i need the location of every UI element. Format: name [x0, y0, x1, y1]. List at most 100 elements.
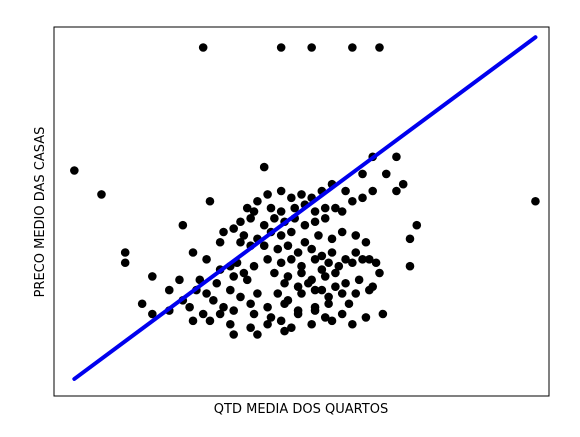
data-point [320, 272, 330, 281]
data-point [212, 278, 222, 288]
data-point [215, 309, 225, 319]
data-point [276, 316, 286, 326]
data-point [348, 319, 357, 329]
data-point [375, 43, 384, 52]
data-point [276, 258, 286, 268]
data-point [307, 319, 316, 329]
data-point [371, 258, 381, 268]
data-point [287, 323, 296, 332]
data-point [236, 292, 245, 302]
data-point [280, 326, 289, 336]
data-point [229, 330, 238, 339]
data-point [239, 268, 249, 278]
regression-line [72, 35, 538, 381]
data-point [229, 272, 238, 281]
data-point [280, 278, 289, 288]
data-point [219, 227, 228, 237]
data-point [405, 234, 415, 244]
data-point [365, 255, 374, 264]
data-point [242, 203, 252, 213]
data-point [273, 244, 283, 254]
data-point [246, 323, 255, 332]
data-point [270, 214, 279, 223]
data-point [164, 285, 174, 295]
data-point [381, 169, 391, 179]
data-point [226, 285, 235, 295]
data-point [253, 196, 262, 206]
data-point [405, 261, 415, 271]
data-point [239, 231, 249, 240]
data-point [300, 220, 310, 230]
data-point [324, 258, 333, 268]
data-point [276, 231, 286, 240]
data-point [287, 227, 296, 237]
data-point [348, 258, 357, 268]
plot-frame [53, 26, 550, 397]
data-point [249, 207, 259, 216]
data-point [202, 255, 211, 264]
data-point [266, 313, 276, 322]
data-point [263, 255, 272, 264]
data-point [178, 220, 188, 230]
data-point [236, 237, 245, 247]
data-point [137, 299, 147, 309]
data-point [531, 196, 540, 206]
data-point [293, 309, 303, 319]
data-point [331, 282, 340, 291]
data-point [246, 214, 255, 223]
data-point [320, 203, 330, 213]
data-point [205, 316, 215, 326]
data-point [283, 241, 293, 250]
data-point [331, 268, 340, 278]
data-point [70, 166, 79, 175]
data-point [324, 299, 333, 309]
data-point [303, 278, 313, 288]
data-point [249, 309, 259, 319]
data-point [361, 237, 371, 247]
data-point [324, 292, 333, 302]
data-points [70, 43, 540, 339]
data-point [280, 299, 289, 309]
x-axis-label: QTD MEDIA DOS QUARTOS [214, 402, 388, 417]
data-point [205, 196, 215, 206]
data-point [341, 255, 350, 264]
data-point [148, 272, 157, 281]
data-point [337, 309, 347, 319]
data-point [310, 255, 320, 264]
data-point [375, 268, 384, 278]
data-point [378, 309, 388, 319]
data-point [307, 244, 316, 254]
data-point [242, 275, 252, 285]
data-point [337, 227, 347, 237]
data-point [185, 302, 194, 312]
data-point [297, 268, 306, 278]
data-point [358, 255, 367, 264]
data-point [198, 43, 208, 52]
data-point [287, 193, 296, 203]
data-point [348, 43, 357, 52]
data-point [266, 203, 276, 213]
data-point [273, 289, 283, 298]
data-point [198, 309, 208, 319]
data-point [253, 330, 262, 339]
data-point [327, 316, 337, 326]
data-point [297, 289, 306, 298]
data-point [351, 248, 361, 257]
data-point [202, 289, 211, 298]
data-point [229, 306, 238, 315]
data-point [358, 193, 367, 203]
data-point [297, 190, 306, 199]
data-point [300, 237, 310, 247]
data-point [263, 319, 272, 329]
data-point [310, 285, 320, 295]
data-point [307, 43, 316, 52]
data-point [259, 162, 269, 172]
data-point [361, 313, 371, 322]
data-point [229, 224, 238, 233]
data-point [249, 261, 259, 271]
regression-line-layer [72, 35, 538, 381]
data-point [290, 203, 300, 213]
data-point [175, 275, 184, 285]
data-point [358, 169, 367, 179]
